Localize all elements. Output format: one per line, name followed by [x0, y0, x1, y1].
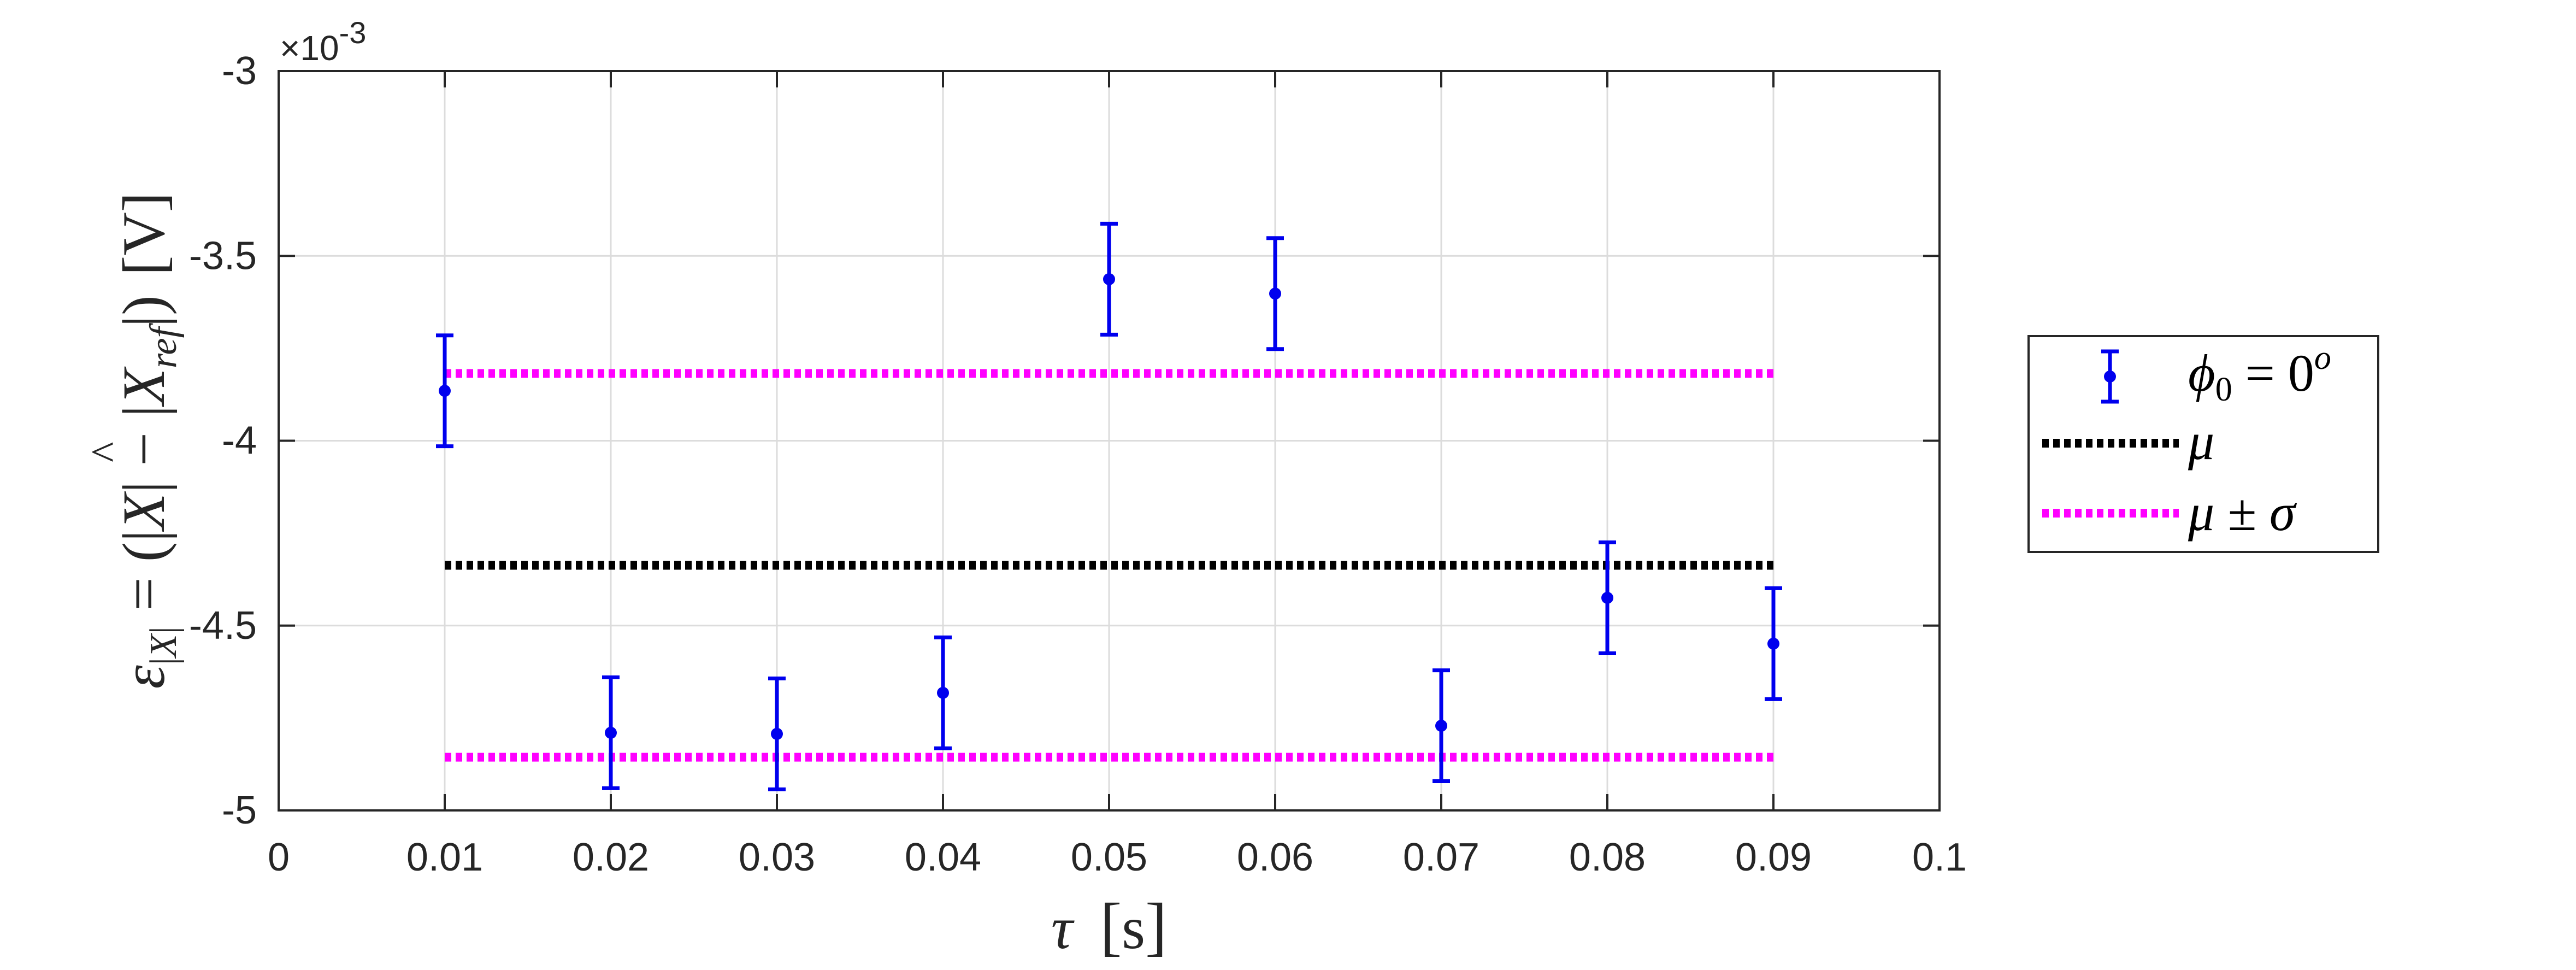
- errorbar-point: [1433, 668, 1450, 784]
- y-label-xref: X: [110, 366, 177, 407]
- y-label-hat: ^: [83, 442, 131, 462]
- x-tick-label: 0.03: [739, 836, 815, 879]
- data-marker: [605, 726, 617, 739]
- x-tick-labels: 0 0.01 0.02 0.03 0.04 0.05 0.06 0.07 0.08 0.09 0.1: [268, 836, 1967, 879]
- data-marker: [1435, 720, 1447, 732]
- errorbar-point: [1599, 540, 1616, 655]
- y-tick-label: -5: [222, 789, 257, 832]
- data-marker: [439, 385, 451, 397]
- errorbar-point: [934, 635, 952, 750]
- data-marker: [1601, 592, 1613, 604]
- x-tick-label: 0.06: [1237, 836, 1313, 879]
- errorbar-series: [436, 221, 1782, 791]
- x-tick-label: 0.05: [1071, 836, 1147, 879]
- legend-item-errorbar: ϕ0 = 0o: [2101, 339, 2331, 408]
- legend-label-mu: μ: [2188, 412, 2214, 471]
- x-tick-label: 0.07: [1403, 836, 1479, 879]
- data-marker: [1767, 637, 1779, 650]
- x-tick-label: 0.08: [1569, 836, 1646, 879]
- y-exponent-label: ×10-3: [280, 15, 366, 68]
- y-tick-label: -3: [222, 49, 257, 93]
- y-axis-label: ε|X|=(|X| − |Xref|)[V]: [110, 192, 185, 689]
- x-axis-unit: s: [1122, 895, 1145, 961]
- errorbar-point: [1765, 586, 1782, 701]
- legend: ϕ0 = 0o μ μ ± σ: [2027, 335, 2379, 553]
- x-axis-label: τ [s]: [1051, 890, 1167, 962]
- y-exponent-power: -3: [339, 15, 367, 50]
- y-label-xhat: X: [110, 491, 177, 532]
- x-axis-symbol: τ: [1051, 895, 1075, 961]
- errorbar-point: [436, 333, 453, 449]
- errorbar-point: [1100, 221, 1118, 337]
- data-marker: [1269, 287, 1281, 300]
- errorbar-point: [768, 676, 786, 791]
- legend-item-mean: μ: [2042, 412, 2214, 471]
- errorbar-point: [1266, 236, 1284, 351]
- y-exponent-prefix: ×10: [280, 28, 339, 68]
- data-marker: [937, 686, 949, 699]
- y-tick-label: -3.5: [189, 234, 257, 278]
- x-tick-label: 0.01: [406, 836, 483, 879]
- y-tick-label: -4.5: [189, 604, 257, 648]
- data-marker: [1103, 273, 1115, 285]
- legend-label-mu-sigma: μ ± σ: [2188, 483, 2297, 542]
- x-tick-label: 0: [268, 836, 290, 879]
- y-label-epsilon: ε: [110, 665, 177, 689]
- data-marker: [771, 727, 783, 740]
- y-tick-labels: -3 -3.5 -4 -4.5 -5: [189, 49, 257, 832]
- reference-lines: [445, 369, 1773, 762]
- y-tick-label: -4: [222, 419, 257, 463]
- axis-ticks: [278, 70, 1941, 812]
- x-tick-label: 0.09: [1735, 836, 1812, 879]
- legend-label-phi: ϕ0 = 0o: [2188, 339, 2331, 408]
- x-tick-label: 0.1: [1912, 836, 1967, 879]
- errorbar-point: [602, 675, 620, 790]
- x-tick-label: 0.04: [905, 836, 981, 879]
- x-tick-label: 0.02: [573, 836, 649, 879]
- legend-item-mu-sigma: μ ± σ: [2042, 483, 2297, 542]
